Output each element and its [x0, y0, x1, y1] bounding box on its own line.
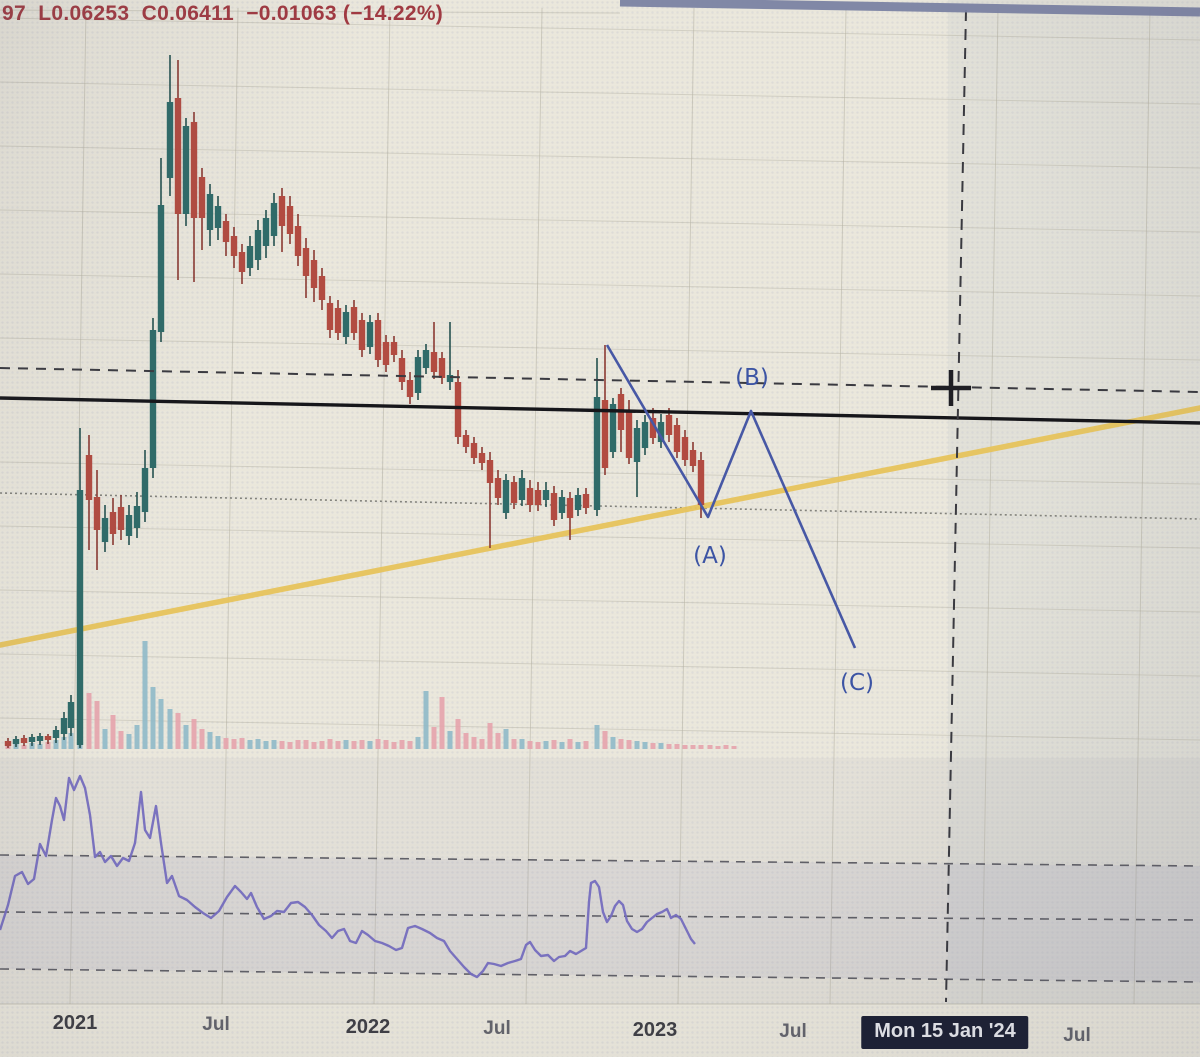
rsi-line	[0, 774, 696, 979]
axis-label-jul-3: Jul	[779, 1021, 807, 1042]
top-border-line	[0, 9, 621, 14]
axis-label-jul-4: Jul	[1063, 1025, 1091, 1046]
wave-label-b[interactable]: (B)	[735, 365, 769, 391]
crosshair	[931, 9, 971, 1003]
axis-label-2023: 2023	[632, 1019, 678, 1041]
candles	[4, 55, 705, 748]
wave-label-a[interactable]: (A)	[693, 543, 727, 569]
axis-label-2022: 2022	[345, 1016, 391, 1038]
ohlc-readout: 97 L0.06253 C0.06411 −0.01063 (−14.22%)	[2, 2, 444, 25]
volume-bars	[5, 641, 737, 749]
trend-line-yellow	[0, 405, 1200, 648]
axis-label-2021: 2021	[52, 1012, 98, 1034]
rsi-pane	[0, 774, 1200, 983]
resistance-dashed-line	[0, 367, 1200, 393]
axis-label-jul-2: Jul	[483, 1018, 511, 1039]
mean-level-line	[0, 396, 1200, 425]
elliott-wave-path	[605, 344, 857, 649]
top-scroll-bar	[619, 0, 1200, 17]
wave-label-c[interactable]: (C)	[839, 670, 875, 696]
crosshair-date-box[interactable]: Mon 15 Jan '24	[861, 1016, 1029, 1049]
axis-label-jul-1: Jul	[202, 1014, 230, 1035]
